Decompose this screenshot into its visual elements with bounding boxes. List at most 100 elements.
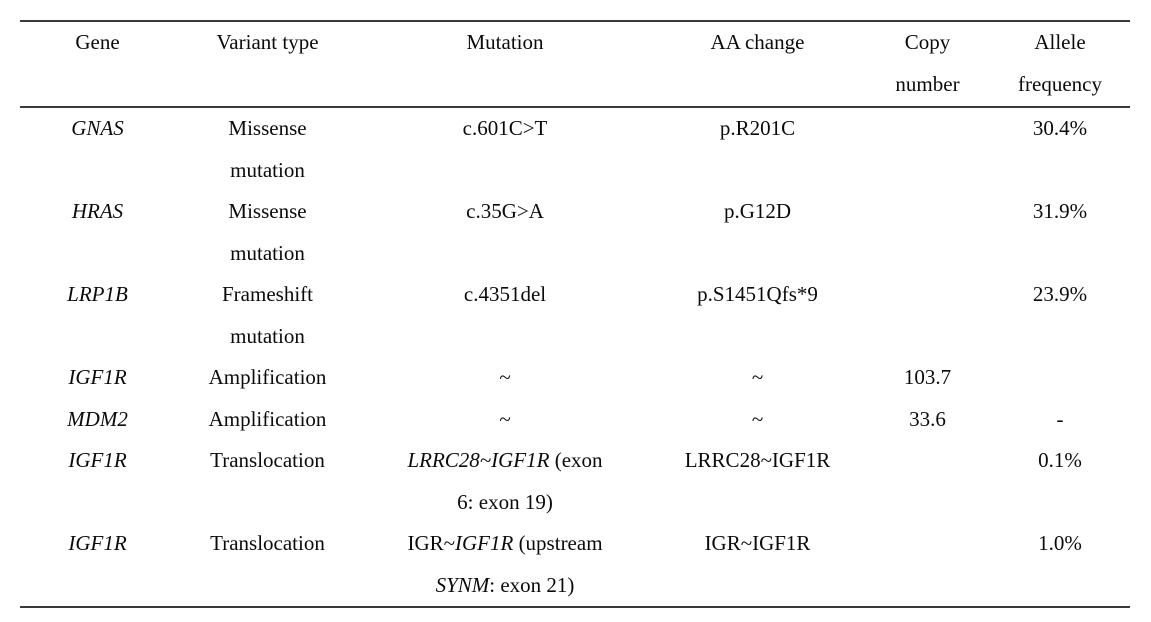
cell-line: IGR~IGF1R (upstream <box>360 523 650 565</box>
cell-mutation: IGR~IGF1R (upstream SYNM: exon 21) <box>360 523 650 607</box>
table-row: GNAS Missense mutation c.601C>T p.R201C 30.4% <box>20 107 1130 191</box>
cell-text: Amplification <box>208 406 327 431</box>
cell-text: (exon <box>549 448 603 472</box>
cell-text: MDM2 <box>67 406 128 431</box>
cell-text: IGR~IGF1R <box>704 531 811 555</box>
cell-variant: Translocation <box>175 440 360 523</box>
cell-variant: Frameshift mutation <box>175 274 360 357</box>
cell-text: p.R201C <box>719 116 796 140</box>
cell-text: ~ <box>751 365 764 389</box>
column-header-label: Gene <box>75 30 120 54</box>
cell-text: : exon 21) <box>489 572 575 597</box>
cell-copy <box>865 107 990 191</box>
cell-text: IGR~ <box>407 531 455 555</box>
cell-line: LRP1B <box>20 274 175 316</box>
cell-line: ~ <box>360 399 650 441</box>
cell-text: 6: exon 19) <box>457 489 553 514</box>
cell-text: (upstream <box>513 531 603 555</box>
cell-aa: ~ <box>650 357 865 399</box>
cell-text: Translocation <box>210 531 325 555</box>
cell-line: 103.7 <box>865 357 990 399</box>
cell-line: ~ <box>650 357 865 399</box>
cell-line: mutation <box>175 150 360 192</box>
cell-line: HRAS <box>20 191 175 233</box>
cell-text: 1.0% <box>1038 531 1082 555</box>
cell-text: LRRC28~IGF1R <box>407 448 550 472</box>
cell-line: LRRC28~IGF1R <box>650 440 865 482</box>
cell-text: IGF1R <box>68 365 127 389</box>
cell-copy: 103.7 <box>865 357 990 399</box>
cell-line: mutation <box>175 233 360 275</box>
cell-mutation: ~ <box>360 399 650 441</box>
cell-line: IGF1R <box>20 357 175 399</box>
cell-line: Missense <box>175 108 360 150</box>
cell-gene: GNAS <box>20 107 175 191</box>
cell-copy <box>865 440 990 523</box>
cell-text: p.S1451Qfs*9 <box>697 282 818 306</box>
cell-text: LRRC28~IGF1R <box>684 448 831 472</box>
cell-line: mutation <box>175 316 360 358</box>
cell-line: 23.9% <box>990 274 1130 316</box>
column-header-variant-type: Variant type <box>175 21 360 108</box>
cell-text: Frameshift <box>222 282 313 306</box>
cell-line: IGF1R <box>20 440 175 482</box>
column-header-label: number <box>895 71 960 96</box>
cell-aa: IGR~IGF1R <box>650 523 865 607</box>
cell-aa: p.R201C <box>650 107 865 191</box>
cell-text: p.G12D <box>723 199 792 223</box>
cell-gene: IGF1R <box>20 357 175 399</box>
cell-line: 0.1% <box>990 440 1130 482</box>
column-header-aa-change: AA change <box>650 21 865 108</box>
cell-text: c.4351del <box>463 282 547 306</box>
cell-text: SYNM <box>435 572 490 597</box>
cell-text: ~ <box>751 406 764 431</box>
column-header-label: frequency <box>1018 71 1102 96</box>
cell-allele: 30.4% <box>990 107 1130 191</box>
cell-line: 6: exon 19) <box>360 482 650 524</box>
cell-text: Missense <box>228 199 307 223</box>
cell-line: 33.6 <box>865 399 990 441</box>
cell-aa: p.G12D <box>650 191 865 274</box>
cell-text: 103.7 <box>903 365 952 389</box>
column-header-label: Allele <box>1034 30 1086 54</box>
cell-line: GNAS <box>20 108 175 150</box>
cell-text: 30.4% <box>1032 116 1088 140</box>
cell-line: c.4351del <box>360 274 650 316</box>
mutation-table: Gene Variant type Mutation AA change Cop… <box>20 20 1130 608</box>
cell-text: mutation <box>230 240 305 265</box>
cell-copy: 33.6 <box>865 399 990 441</box>
cell-line: - <box>990 399 1130 441</box>
cell-gene: LRP1B <box>20 274 175 357</box>
cell-variant: Amplification <box>175 399 360 441</box>
cell-line: 30.4% <box>990 108 1130 150</box>
cell-line: MDM2 <box>20 399 175 441</box>
cell-text: Amplification <box>208 365 327 389</box>
cell-aa: ~ <box>650 399 865 441</box>
cell-text: IGF1R <box>454 531 514 555</box>
cell-text: 33.6 <box>909 406 946 431</box>
cell-text: ~ <box>499 365 511 389</box>
cell-gene: IGF1R <box>20 523 175 607</box>
cell-line: IGR~IGF1R <box>650 523 865 565</box>
cell-text: IGF1R <box>68 531 127 555</box>
column-header-label: AA change <box>710 30 805 54</box>
cell-text: mutation <box>230 323 305 348</box>
column-header-label: Copy <box>904 30 951 54</box>
cell-text: c.601C>T <box>462 116 548 140</box>
cell-allele: 23.9% <box>990 274 1130 357</box>
table-body: GNAS Missense mutation c.601C>T p.R201C 30.4%… <box>20 107 1130 607</box>
cell-line: ~ <box>360 357 650 399</box>
table-row: LRP1B Frameshift mutation c.4351del p.S1451Q… <box>20 274 1130 357</box>
cell-text: IGF1R <box>68 448 127 472</box>
cell-line: p.S1451Qfs*9 <box>650 274 865 316</box>
cell-allele: 0.1% <box>990 440 1130 523</box>
cell-allele: - <box>990 399 1130 441</box>
column-header-gene: Gene <box>20 21 175 108</box>
cell-aa: LRRC28~IGF1R <box>650 440 865 523</box>
cell-text: LRP1B <box>67 282 128 306</box>
cell-text: 0.1% <box>1038 448 1082 472</box>
cell-aa: p.S1451Qfs*9 <box>650 274 865 357</box>
cell-line: Frameshift <box>175 274 360 316</box>
cell-text: GNAS <box>71 116 124 140</box>
